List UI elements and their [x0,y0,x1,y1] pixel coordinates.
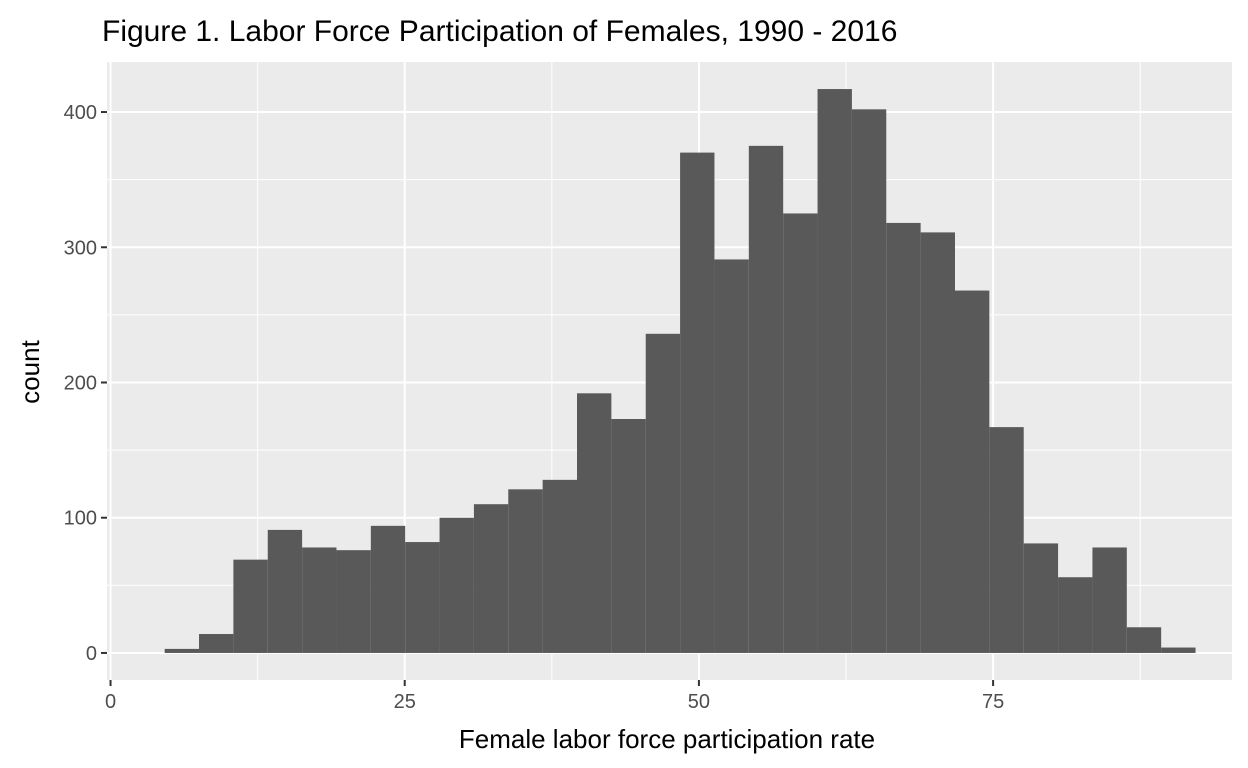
histogram-bar [954,290,990,653]
histogram-bar [1023,543,1059,653]
y-tick-label: 200 [64,372,97,394]
histogram-bar [1092,547,1127,653]
chart-title: Figure 1. Labor Force Participation of F… [102,15,897,48]
histogram-bar [1126,627,1162,653]
histogram-bar [1058,577,1093,653]
y-tick-label: 100 [64,508,97,530]
x-axis: 0 25 50 75 [105,680,1004,713]
histogram-bar [680,152,715,653]
y-axis-title: count [15,339,45,403]
histogram-bar [508,489,543,653]
x-tick-label: 50 [688,691,710,713]
histogram-bar [611,419,646,653]
y-axis: 0 100 200 300 400 [64,102,107,665]
histogram-bar [920,232,955,653]
histogram-bar [542,479,578,653]
histogram-bar [748,145,784,653]
histogram-bar [989,427,1024,653]
histogram-bar [199,634,234,653]
histogram-bar [439,517,474,653]
histogram-bar [302,547,337,653]
histogram-bar [645,333,681,653]
histogram-bar [336,550,371,653]
histogram-bar [577,393,612,653]
x-tick-label: 25 [394,691,416,713]
histogram-bar [817,89,852,653]
histogram-bar [233,559,268,653]
histogram-bar [405,542,440,653]
x-tick-label: 0 [105,691,116,713]
x-axis-title: Female labor force participation rate [459,724,875,754]
y-tick-label: 400 [64,102,97,124]
x-tick-label: 75 [982,691,1004,713]
y-tick-label: 300 [64,237,97,259]
histogram-bar [886,222,921,653]
histogram-bar [851,109,887,653]
histogram-bars [164,89,1196,653]
histogram-bar [164,648,200,653]
histogram-bar [473,504,509,653]
histogram-bar [370,525,406,653]
histogram-bar [714,259,749,653]
histogram-bar [267,529,303,653]
y-tick-label: 0 [86,643,97,665]
histogram-bar [783,213,818,653]
histogram-bar [1161,647,1196,653]
